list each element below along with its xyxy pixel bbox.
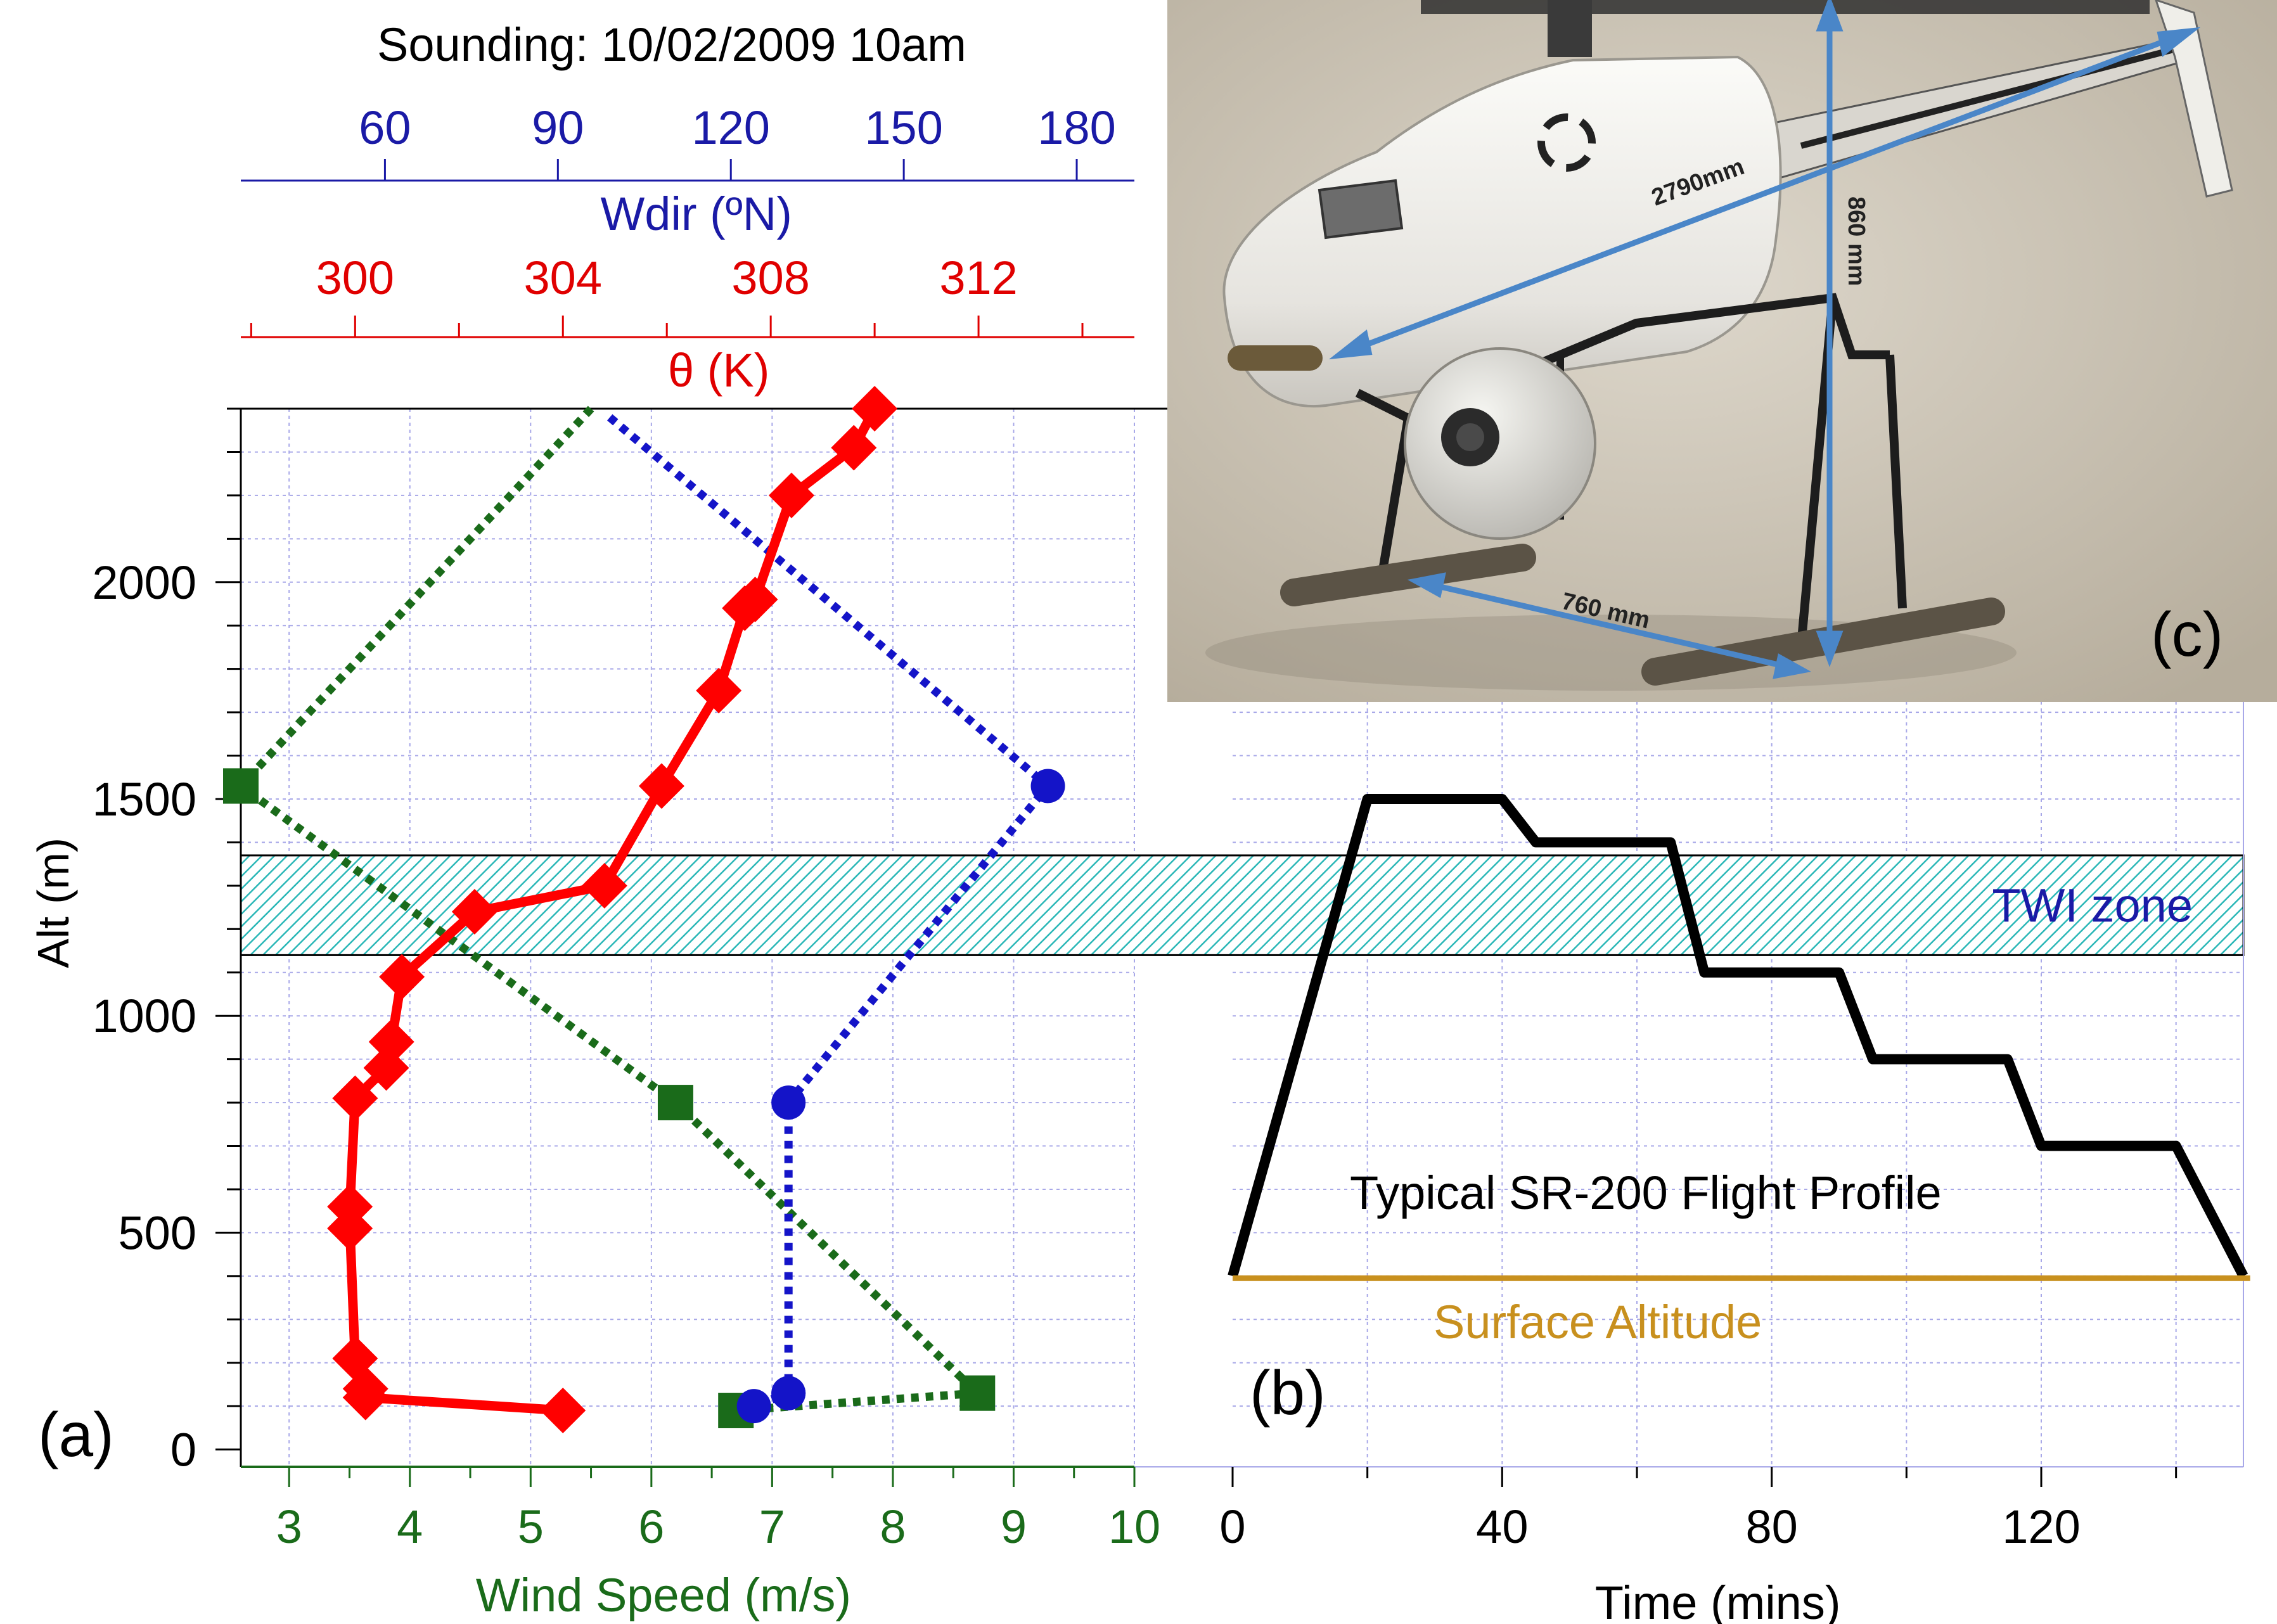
wind-speed-axis: 3 4 5 6 7 8 9 10 Wind Speed (m/s) bbox=[241, 1466, 1160, 1621]
twi-zone-band bbox=[240, 854, 2245, 956]
theta-point bbox=[768, 472, 814, 518]
wind-speed-axis-label: Wind Speed (m/s) bbox=[476, 1569, 851, 1621]
wdir-tick-label: 120 bbox=[691, 101, 769, 154]
y-axis-label: Alt (m) bbox=[29, 838, 78, 968]
wdir-tick-label: 150 bbox=[864, 101, 942, 154]
altitude-axis: 0 500 1000 1500 2000 bbox=[92, 407, 242, 1476]
theta-tick-label: 300 bbox=[316, 252, 394, 304]
panel-a-label: (a) bbox=[38, 1400, 114, 1469]
time-axis-label: Time (mins) bbox=[1595, 1576, 1841, 1624]
wdir-axis-label: Wdir (ºN) bbox=[600, 188, 792, 240]
typical-sr-200-flight-profile-line bbox=[1228, 793, 2248, 1279]
theta-point bbox=[379, 954, 425, 1000]
time-tick-label: 80 bbox=[1746, 1500, 1798, 1553]
altitude-tick-label: 1000 bbox=[92, 990, 196, 1042]
dimension-height-label: 860 mm bbox=[1843, 196, 1870, 286]
altitude-tick-label: 1500 bbox=[92, 773, 196, 826]
wind-speed-tick-label: 4 bbox=[397, 1500, 423, 1553]
wind-speed-tick-label: 9 bbox=[1001, 1500, 1027, 1553]
theta-point bbox=[332, 1335, 378, 1381]
panel-c-label: (c) bbox=[2151, 599, 2223, 669]
theta-tick-label: 312 bbox=[939, 252, 1017, 304]
wdir-point bbox=[771, 1376, 806, 1410]
series bbox=[223, 386, 2250, 1434]
panel-b-label: (b) bbox=[1250, 1358, 1326, 1428]
wind-speed-tick-label: 6 bbox=[638, 1500, 664, 1553]
theta-point bbox=[852, 386, 898, 432]
wind-speed-point bbox=[959, 1375, 996, 1411]
wind-speed-point bbox=[223, 768, 259, 804]
wind-speed-tick-label: 7 bbox=[759, 1500, 785, 1553]
twi-zone-label: TWI zone bbox=[1992, 879, 2193, 932]
wind-speed-tick-label: 10 bbox=[1108, 1500, 1160, 1553]
altitude-tick-label: 500 bbox=[119, 1206, 196, 1259]
wind-speed-tick-label: 8 bbox=[880, 1500, 906, 1553]
theta-point bbox=[332, 1075, 378, 1122]
wdir-point bbox=[1030, 769, 1065, 803]
theta-point bbox=[639, 763, 685, 809]
wdir-tick-label: 60 bbox=[359, 101, 411, 154]
theta-point bbox=[451, 888, 497, 935]
theta-axis-label: θ (K) bbox=[668, 344, 769, 397]
chart-title: Sounding: 10/02/2009 10am bbox=[377, 18, 966, 71]
wdir-tick-label: 90 bbox=[532, 101, 584, 154]
wind-speed-tick-label: 5 bbox=[518, 1500, 544, 1553]
theta-tick-label: 308 bbox=[731, 252, 809, 304]
theta-tick-label: 304 bbox=[524, 252, 602, 304]
wdir-axis: 60 90 120 150 180 Wdir (ºN) bbox=[241, 101, 1134, 240]
theta-point bbox=[696, 667, 742, 713]
time-tick-label: 0 bbox=[1219, 1500, 1245, 1553]
time-axis: 0 40 80 120 Time (mins) bbox=[1219, 1467, 2178, 1624]
wind-speed-tick-label: 3 bbox=[276, 1500, 302, 1553]
time-tick-label: 120 bbox=[2002, 1500, 2080, 1553]
theta-axis: 300 304 308 312 θ (K) bbox=[241, 252, 1134, 397]
helicopter-photo: 2790mm 860 mm 760 mm (c) bbox=[1167, 0, 2277, 702]
theta-point bbox=[327, 1184, 373, 1230]
wdir-point bbox=[771, 1085, 806, 1120]
theta-point bbox=[540, 1388, 586, 1434]
altitude-tick-label: 2000 bbox=[92, 556, 196, 609]
time-tick-label: 40 bbox=[1476, 1500, 1528, 1553]
flight-profile-label: Typical SR-200 Flight Profile bbox=[1350, 1167, 1942, 1219]
wind-speed-point bbox=[657, 1085, 693, 1121]
theta-point bbox=[368, 1019, 414, 1065]
surface-altitude-label: Surface Altitude bbox=[1434, 1296, 1762, 1348]
theta-point bbox=[732, 577, 778, 623]
wdir-point bbox=[736, 1389, 771, 1424]
theta-point bbox=[831, 425, 877, 471]
theta-point bbox=[581, 862, 627, 909]
altitude-tick-label: 0 bbox=[170, 1424, 196, 1476]
wdir-tick-label: 180 bbox=[1037, 101, 1115, 154]
